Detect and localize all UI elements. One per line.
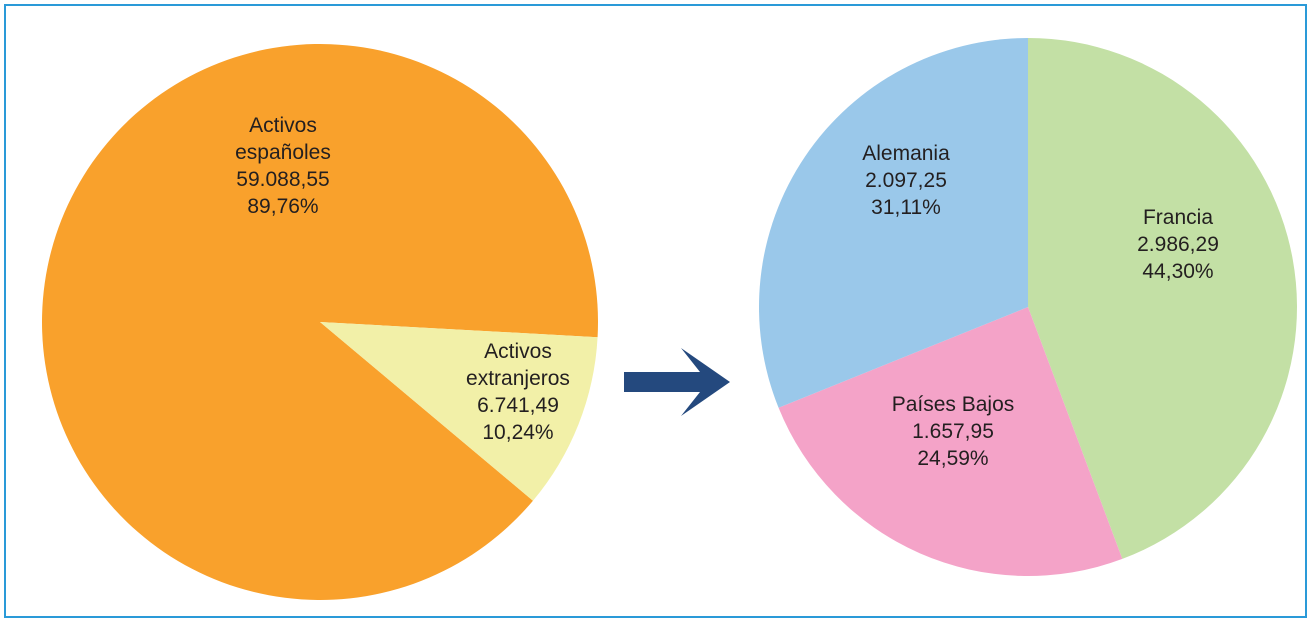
value-label: 2.986,29 [1137,233,1219,256]
value-label: 6.741,49 [477,394,559,417]
slice-label: Alemania 2.097,25 31,11% [806,140,1006,221]
pie-slice [1028,38,1297,559]
percent-label: 31,11% [871,196,941,219]
percent-label: 44,30% [1142,260,1214,283]
pie-slice [320,322,598,501]
value-label: 1.657,95 [912,420,994,443]
frame [4,4,1307,618]
pie-slice [41,43,598,600]
percent-label: 10,24% [482,421,554,444]
slice-label: Activos españoles 59.088,55 89,76% [218,112,348,220]
percent-label: 24,59% [917,447,989,470]
pie-slice [778,307,1123,576]
arrow [624,348,730,416]
category-label: Alemania [862,142,950,165]
slice-label: Países Bajos 1.657,95 24,59% [853,391,1053,472]
pie-slice [759,38,1028,408]
percent-label: 89,76% [247,195,319,218]
category-label: Activos españoles [235,114,331,164]
category-label: Países Bajos [891,393,1015,416]
slice-label: Activos extranjeros 6.741,49 10,24% [453,338,583,446]
slice-label: Francia 2.986,29 44,30% [1078,204,1278,285]
category-label: Activos extranjeros [466,340,570,390]
slices [41,38,1297,600]
value-label: 2.097,25 [865,169,947,192]
category-label: Francia [1142,206,1214,229]
value-label: 59.088,55 [236,168,330,191]
